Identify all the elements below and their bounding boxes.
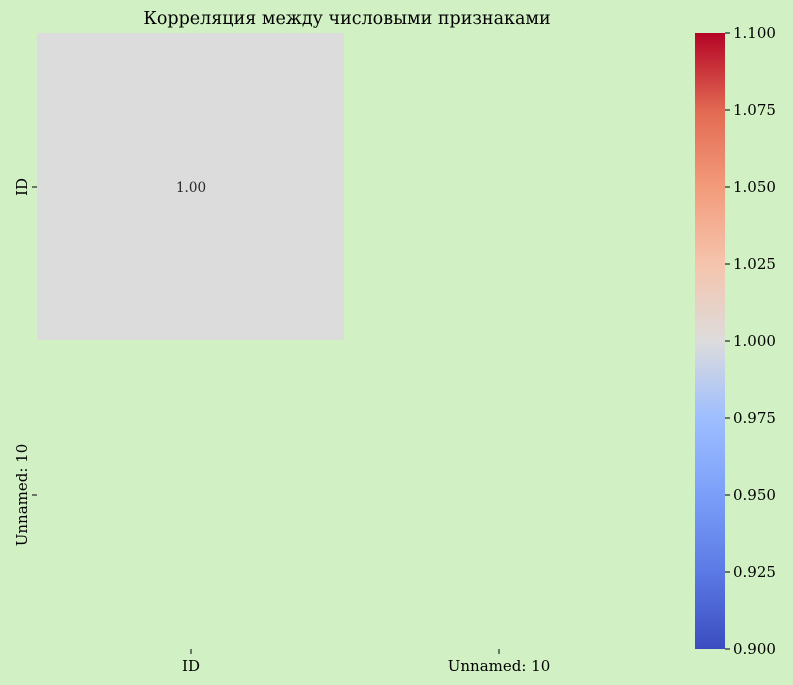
colorbar-tick-label: 0.950 bbox=[733, 486, 776, 504]
colorbar-tick-label: 0.900 bbox=[733, 640, 776, 658]
colorbar-tick-label: 1.025 bbox=[733, 255, 776, 273]
y-axis-ticks: ID Unnamed: 10 bbox=[13, 178, 37, 546]
colorbar-tick-label: 0.975 bbox=[733, 409, 776, 427]
x-axis-ticks: ID Unnamed: 10 bbox=[182, 649, 550, 675]
colorbar bbox=[695, 33, 725, 649]
heatmap-cell-labels: 1.00 bbox=[176, 180, 206, 196]
heatmap-cell bbox=[37, 33, 344, 340]
colorbar-tick-label: 1.050 bbox=[733, 178, 776, 196]
y-tick-label: Unnamed: 10 bbox=[13, 444, 31, 547]
y-tick-label: ID bbox=[13, 178, 31, 196]
x-tick-label: ID bbox=[182, 657, 200, 675]
colorbar-ticks: 0.900 0.925 0.950 0.975 1.000 1.025 1.050 1.075… bbox=[725, 24, 776, 658]
cell-value-label: 1.00 bbox=[176, 180, 206, 196]
colorbar-tick-label: 1.075 bbox=[733, 101, 776, 119]
x-tick-label: Unnamed: 10 bbox=[448, 657, 551, 675]
heatmap-cells bbox=[37, 33, 344, 340]
colorbar-tick-label: 0.925 bbox=[733, 563, 776, 581]
chart-title: Корреляция между числовыми признаками bbox=[143, 9, 550, 29]
colorbar-tick-label: 1.100 bbox=[733, 24, 776, 42]
colorbar-tick-label: 1.000 bbox=[733, 332, 776, 350]
